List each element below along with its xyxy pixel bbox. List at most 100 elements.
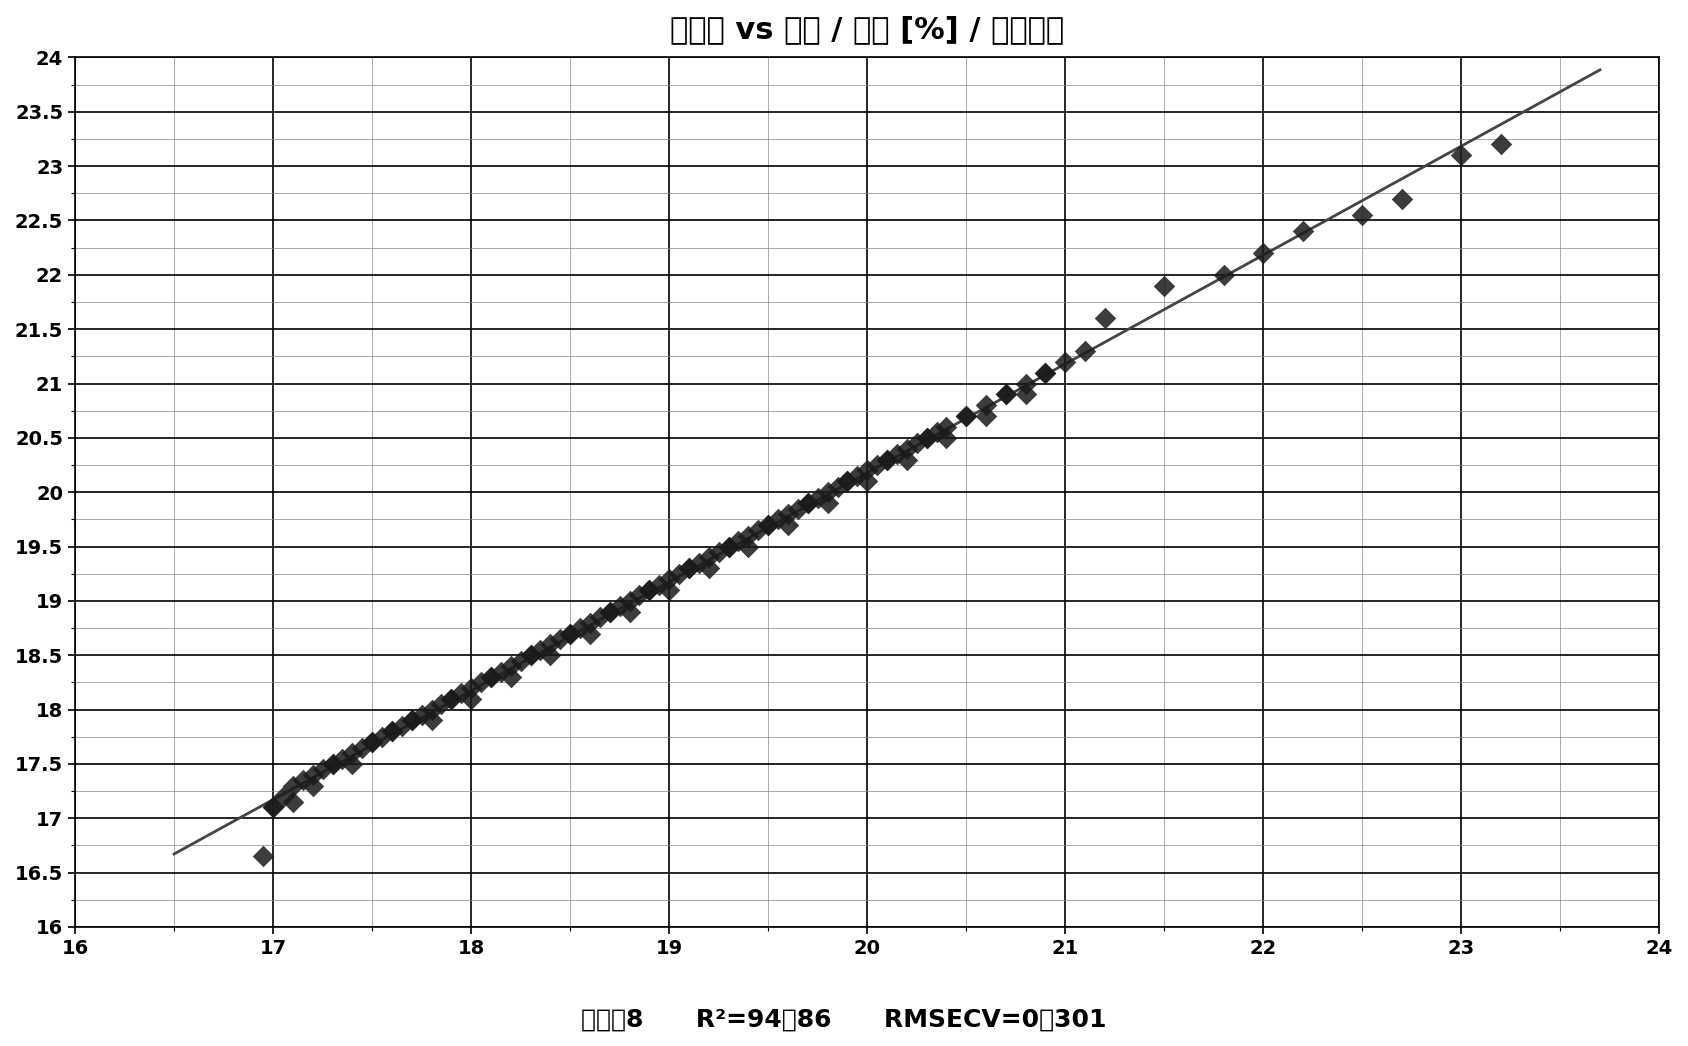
Point	[616, 592, 643, 609]
Point	[1487, 136, 1514, 153]
Point	[447, 685, 474, 702]
Point	[557, 626, 584, 642]
Point	[280, 794, 307, 811]
Point	[626, 587, 653, 604]
Point	[675, 560, 702, 576]
Point	[408, 707, 436, 724]
Point	[1013, 386, 1040, 403]
Point	[537, 636, 564, 653]
Point	[883, 446, 910, 462]
Point	[933, 430, 960, 447]
Point	[299, 777, 326, 794]
Point	[270, 789, 297, 805]
Point	[775, 505, 802, 522]
Point	[299, 767, 326, 783]
Point	[933, 418, 960, 435]
Point	[1072, 342, 1099, 359]
Point	[803, 490, 830, 506]
Point	[814, 484, 841, 501]
Point	[775, 517, 802, 533]
Point	[260, 799, 287, 816]
Point	[834, 473, 861, 490]
Point	[498, 658, 525, 675]
Point	[419, 701, 446, 718]
Point	[527, 641, 554, 658]
Point	[577, 614, 604, 631]
Point	[368, 728, 395, 745]
Point	[378, 723, 405, 740]
Point	[993, 386, 1020, 403]
Point	[675, 560, 702, 576]
Point	[913, 430, 940, 447]
Point	[706, 544, 733, 561]
Point	[854, 473, 881, 490]
Point	[665, 565, 692, 582]
Point	[498, 668, 525, 685]
Point	[378, 723, 405, 740]
Point	[695, 560, 722, 576]
Point	[795, 495, 822, 511]
Point	[616, 604, 643, 620]
Point	[488, 663, 515, 680]
Point	[755, 517, 782, 533]
Point	[734, 527, 761, 544]
Point	[854, 462, 881, 479]
Point	[358, 734, 385, 751]
Point	[952, 408, 979, 425]
Point	[636, 582, 663, 598]
Point	[358, 734, 385, 751]
Point	[478, 668, 505, 685]
Point	[1013, 376, 1040, 392]
Point	[457, 680, 484, 697]
Point	[250, 848, 277, 865]
Text: 维数：8      R²=94．86      RMSECV=0．301: 维数：8 R²=94．86 RMSECV=0．301	[581, 1008, 1107, 1031]
Point	[695, 549, 722, 566]
Point	[923, 424, 950, 440]
Point	[398, 712, 425, 729]
Point	[309, 761, 336, 778]
Point	[655, 582, 682, 598]
Point	[1031, 364, 1058, 381]
Point	[873, 451, 900, 468]
Point	[734, 539, 761, 555]
Point	[636, 582, 663, 598]
Point	[478, 668, 505, 685]
Point	[319, 755, 346, 772]
Point	[913, 430, 940, 447]
Point	[893, 451, 920, 468]
Point	[755, 517, 782, 533]
Point	[437, 690, 464, 707]
Point	[1349, 207, 1376, 224]
Point	[814, 495, 841, 511]
Point	[596, 604, 623, 620]
Point	[824, 478, 851, 495]
Point	[972, 396, 999, 413]
Point	[834, 473, 861, 490]
Point	[1031, 364, 1058, 381]
Point	[506, 653, 533, 669]
Point	[724, 532, 751, 549]
Point	[655, 571, 682, 588]
Point	[606, 598, 633, 615]
Point	[577, 626, 604, 642]
Point	[1290, 223, 1317, 240]
Point	[952, 408, 979, 425]
Point	[457, 690, 484, 707]
Point	[537, 646, 564, 663]
Point	[339, 745, 366, 761]
Point	[1210, 267, 1237, 283]
Point	[972, 408, 999, 425]
Point	[873, 451, 900, 468]
Point	[388, 718, 415, 734]
Point	[647, 576, 674, 593]
Point	[1389, 190, 1416, 207]
Point	[517, 646, 544, 663]
Point	[429, 696, 456, 712]
Point	[339, 755, 366, 772]
Point	[1151, 277, 1178, 294]
Point	[844, 468, 871, 484]
Point	[329, 750, 356, 767]
Point	[903, 435, 930, 452]
Point	[785, 500, 812, 517]
Point	[1052, 354, 1079, 370]
